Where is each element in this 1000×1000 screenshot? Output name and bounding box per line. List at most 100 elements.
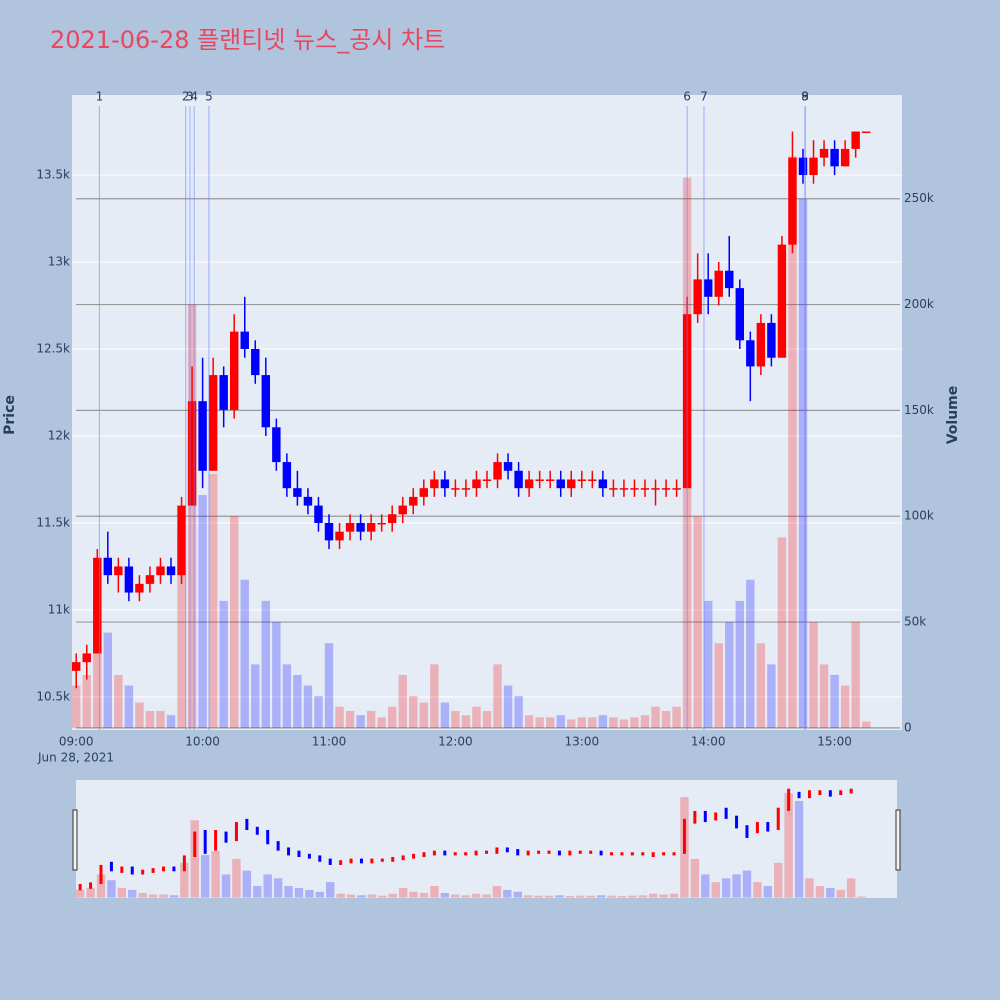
mini-volume-bar xyxy=(211,851,220,898)
annotation-label: 8 xyxy=(801,90,809,104)
volume-bar xyxy=(72,685,81,728)
annotation-label: 4 xyxy=(190,90,198,104)
volume-bar xyxy=(251,664,260,728)
volume-bar xyxy=(577,717,587,728)
range-slider[interactable] xyxy=(76,780,897,898)
candle-body xyxy=(798,157,808,176)
mini-volume-bar xyxy=(534,895,543,898)
mini-volume-bar xyxy=(461,895,470,898)
candle-body xyxy=(609,488,618,490)
volume-bar xyxy=(261,600,271,728)
volume-bar xyxy=(93,600,102,728)
candle-body xyxy=(409,496,418,506)
mini-volume-bar xyxy=(586,895,595,898)
mini-volume-bar xyxy=(774,862,783,898)
volume-bar xyxy=(324,643,334,728)
annotation-label: 3 xyxy=(186,90,194,104)
volume-bar xyxy=(703,600,713,728)
mini-volume-bar xyxy=(815,886,825,898)
candle-body xyxy=(387,514,397,523)
candle-body xyxy=(598,479,608,489)
candle-body xyxy=(545,479,555,481)
volume-bar xyxy=(135,702,144,728)
candle-body xyxy=(861,131,871,134)
candle-body xyxy=(503,462,513,471)
mini-volume-bar xyxy=(742,870,752,898)
mini-volume-bar xyxy=(336,893,345,898)
volume-bar xyxy=(377,717,386,728)
volume-bar xyxy=(198,495,207,728)
volume-bar xyxy=(503,685,513,728)
mini-volume-bar xyxy=(648,893,658,898)
candle-body xyxy=(514,470,523,489)
mini-volume-bar xyxy=(419,892,429,898)
plot-area xyxy=(72,95,902,730)
mini-volume-bar xyxy=(523,895,533,898)
candle-body xyxy=(303,496,313,506)
mini-volume-bar xyxy=(326,882,335,898)
volume-bar xyxy=(746,579,755,728)
mini-volume-bar xyxy=(669,893,679,898)
mini-volume-bar xyxy=(711,882,720,898)
mini-volume-bar xyxy=(638,895,647,898)
mini-volume-bar xyxy=(482,894,491,898)
mini-volume-bar xyxy=(513,891,522,898)
candle-body xyxy=(93,557,102,654)
y-tick-label: 12.5k xyxy=(36,342,70,356)
mini-volume-bar xyxy=(617,896,627,898)
x-tick-label: 11:00 xyxy=(312,735,347,749)
volume-bar xyxy=(482,710,492,728)
volume-bar xyxy=(672,706,681,728)
mini-volume-bar xyxy=(138,892,147,898)
range-handle[interactable] xyxy=(72,809,78,871)
mini-volume-bar xyxy=(117,887,127,898)
mini-volume-bar xyxy=(305,889,314,898)
mini-volume-bar xyxy=(398,887,408,898)
y-tick-label: 11.5k xyxy=(36,515,70,529)
volume-bar xyxy=(440,702,450,728)
candle-body xyxy=(472,479,481,489)
mini-volume-bar xyxy=(232,858,241,898)
candle-body xyxy=(82,653,91,663)
volume-bar xyxy=(640,715,650,728)
candle-body xyxy=(166,566,176,576)
volume-bar xyxy=(314,696,323,728)
y2-tick-label: 150k xyxy=(904,403,934,417)
volume-bar xyxy=(493,664,502,728)
candle-body xyxy=(293,488,302,497)
candle-body xyxy=(356,522,365,532)
volume-bar xyxy=(756,643,766,728)
candle-body xyxy=(177,505,186,576)
y-tick-label: 12k xyxy=(48,428,70,442)
volume-bar xyxy=(514,696,523,728)
volume-bar xyxy=(156,710,165,728)
y-tick-label: 11k xyxy=(48,602,70,616)
candle-body xyxy=(314,505,323,523)
candle-body xyxy=(156,566,165,576)
volume-bar xyxy=(545,717,555,728)
volume-bar xyxy=(609,717,618,728)
candle-body xyxy=(208,375,218,471)
candle-body xyxy=(840,148,850,167)
volume-bar xyxy=(419,702,429,728)
range-handle[interactable] xyxy=(895,809,901,871)
candle-body xyxy=(135,583,144,593)
candle-body xyxy=(588,479,597,481)
volume-bar xyxy=(588,717,597,728)
volume-bar xyxy=(335,706,344,728)
volume-bar xyxy=(798,198,808,728)
mini-volume-bar xyxy=(846,878,856,898)
volume-bar xyxy=(303,685,313,728)
candle-body xyxy=(261,375,271,428)
candle-body xyxy=(377,522,386,525)
mini-volume-bar xyxy=(492,886,502,898)
volume-bar xyxy=(272,622,281,728)
candle-body xyxy=(746,340,755,367)
candle-body xyxy=(398,505,407,515)
x-tick-label: 13:00 xyxy=(565,735,600,749)
mini-volume-bar xyxy=(784,793,793,898)
mini-volume-bar xyxy=(96,874,106,898)
volume-bar xyxy=(788,156,797,728)
mini-volume-bar xyxy=(263,874,272,898)
mini-volume-bar xyxy=(826,887,835,898)
